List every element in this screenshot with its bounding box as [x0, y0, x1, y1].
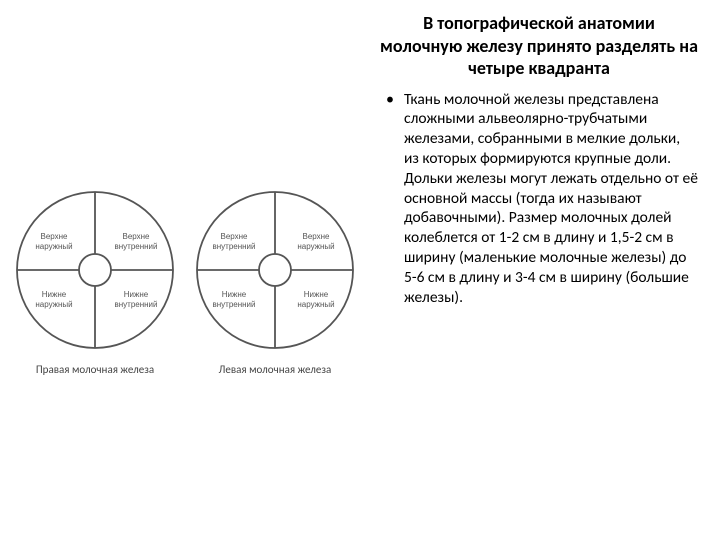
diagram-right-gland: Верхне наружный Верхне внутренний Нижне …: [10, 185, 180, 376]
bullet-item: • Ткань молочной железы представлена сло…: [380, 90, 698, 308]
q-tl-2: наружный: [35, 242, 72, 251]
q-tl-1: Верхне: [40, 232, 68, 241]
q-tl-2: внутренний: [212, 242, 255, 251]
inner-circle: [79, 254, 111, 286]
caption-right: Правая молочная железа: [36, 363, 154, 376]
q-br-1: Нижне: [124, 290, 149, 299]
text-panel: В топографической анатомии молочную желе…: [370, 0, 720, 540]
q-tr-2: внутренний: [114, 242, 157, 251]
circle-right: Верхне наружный Верхне внутренний Нижне …: [10, 185, 180, 355]
inner-circle: [259, 254, 291, 286]
q-tr-1: Верхне: [122, 232, 150, 241]
q-bl-2: внутренний: [212, 300, 255, 309]
diagram-panel: Верхне наружный Верхне внутренний Нижне …: [0, 0, 370, 540]
q-tl-1: Верхне: [220, 232, 248, 241]
circle-left: Верхне внутренний Верхне наружный Нижне …: [190, 185, 360, 355]
q-br-2: внутренний: [114, 300, 157, 309]
bullet-icon: •: [380, 90, 394, 111]
diagram-left-gland: Верхне внутренний Верхне наружный Нижне …: [190, 185, 360, 376]
q-tr-1: Верхне: [302, 232, 330, 241]
q-bl-2: наружный: [35, 300, 72, 309]
q-br-2: наружный: [297, 300, 334, 309]
q-br-1: Нижне: [304, 290, 329, 299]
body-text: Ткань молочной железы представлена сложн…: [404, 90, 698, 308]
caption-left: Левая молочная железа: [219, 363, 332, 376]
q-bl-1: Нижне: [222, 290, 247, 299]
page-title: В топографической анатомии молочную желе…: [380, 12, 698, 80]
quadrant-circle-svg: Верхне внутренний Верхне наружный Нижне …: [190, 185, 360, 355]
quadrant-circle-svg: Верхне наружный Верхне внутренний Нижне …: [10, 185, 180, 355]
q-tr-2: наружный: [297, 242, 334, 251]
diagram-row: Верхне наружный Верхне внутренний Нижне …: [10, 185, 360, 376]
q-bl-1: Нижне: [42, 290, 67, 299]
